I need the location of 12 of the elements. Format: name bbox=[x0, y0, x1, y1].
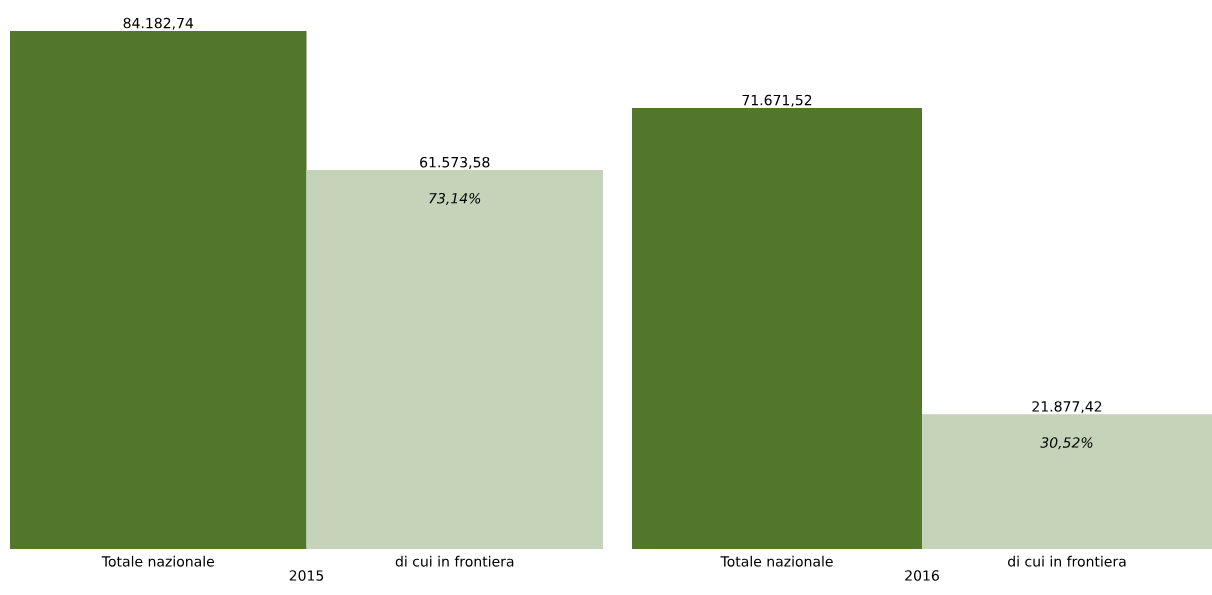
annotation: 73,14% bbox=[429, 192, 481, 205]
data-label: 71.671,52 bbox=[742, 94, 812, 107]
data-label: 21.877,42 bbox=[1032, 401, 1102, 414]
x-tick-label: Totale nazionale bbox=[720, 555, 833, 567]
x-tick-label: Totale nazionale bbox=[101, 555, 215, 567]
x-tick-label: di cui in frontiera bbox=[1008, 555, 1126, 567]
annotation: 30,52% bbox=[1040, 437, 1093, 450]
x-axis-title: 2016 bbox=[905, 570, 939, 581]
data-label: 84.182,74 bbox=[123, 17, 194, 30]
x-tick-label: di cui in frontiera bbox=[395, 555, 514, 567]
data-label: 61.573,58 bbox=[420, 156, 490, 169]
x-axis-title: 2015 bbox=[289, 570, 324, 581]
